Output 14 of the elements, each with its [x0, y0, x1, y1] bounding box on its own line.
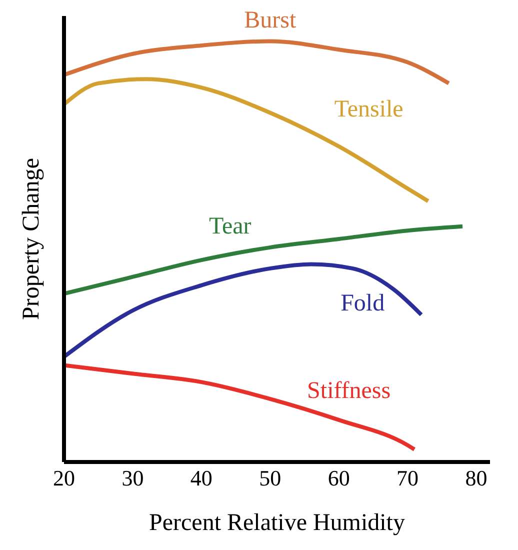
x-tick-label: 50 [259, 466, 282, 491]
series-label: Fold [340, 290, 385, 316]
series-label: Tensile [334, 96, 404, 122]
y-axis-title: Property Change [18, 158, 45, 320]
x-tick-label: 30 [122, 466, 144, 491]
x-tick-label: 60 [328, 466, 350, 491]
series-label: Burst [244, 7, 296, 34]
x-tick-label: 80 [465, 466, 488, 491]
x-tick-label: 70 [396, 466, 419, 491]
x-tick-label: 20 [53, 466, 75, 491]
x-axis-title: Percent Relative Humidity [149, 510, 405, 536]
series-label: Stiffness [307, 378, 391, 404]
series-label: Tear [208, 213, 252, 240]
x-tick-label: 40 [190, 466, 212, 491]
